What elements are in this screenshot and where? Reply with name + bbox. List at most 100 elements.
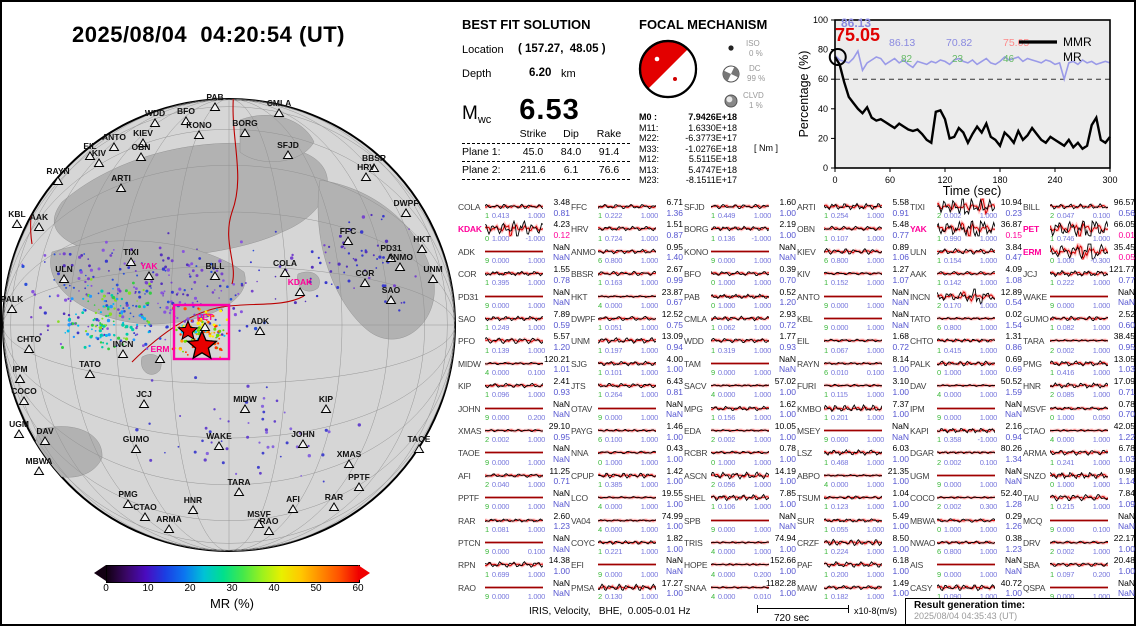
cell-parameters: 4 0.000 1.000 xyxy=(711,390,771,399)
colorbar-tick: 40 xyxy=(268,583,280,594)
misfit-value: 80.26 xyxy=(1000,443,1022,454)
misfit-value: NaN xyxy=(1117,510,1135,521)
station-code: COLA xyxy=(458,202,481,212)
cell-parameters: 1 0.142 1.000 xyxy=(937,278,997,287)
cell-parameters: 9 0.000 1.000 xyxy=(711,256,771,265)
mr-colorbar xyxy=(106,565,360,583)
station-triangle-icon xyxy=(18,396,30,405)
amplitude-ratio: 0.56 xyxy=(1118,207,1135,218)
amplitude-ratio: 1.00 xyxy=(553,565,570,576)
depth-value: 6.20 xyxy=(529,67,552,79)
station-label: COCO xyxy=(11,386,37,396)
waveform-plot xyxy=(937,474,995,477)
quality-flag: 6 xyxy=(598,255,602,265)
polarity-value: 1.000 xyxy=(1092,300,1111,310)
cell-parameters: 1 0.055 1.000 xyxy=(824,525,884,534)
map-station-BBSR: BBSR xyxy=(362,153,386,172)
map-station-ANTO: ANTO xyxy=(102,132,126,151)
waveform-plot xyxy=(937,407,995,409)
station-code: PMG xyxy=(1023,358,1042,369)
quality-flag: 1 xyxy=(711,502,715,512)
epicenter-star-small xyxy=(177,319,199,341)
x-axis-label: Time (sec) xyxy=(943,184,1002,198)
amplitude-ratio: 1.26 xyxy=(1005,521,1022,532)
quality-flag: 1 xyxy=(824,278,828,288)
station-code: AAK xyxy=(910,269,927,280)
cell-parameters: 1 0.081 1.000 xyxy=(485,525,545,534)
station-label: ARTI xyxy=(111,173,131,183)
station-triangle-icon xyxy=(180,116,192,125)
polarity-value: 1.000 xyxy=(527,255,546,265)
waveform-cell-SBA: SBA 1 0.097 0.200 20.48 1.00 xyxy=(1023,555,1136,579)
quality-flag: 2 xyxy=(1050,211,1054,221)
waveform-cell-FFC: FFC 1 0.222 1.000 6.71 1.36 xyxy=(571,197,684,220)
weight-value: 0.416 xyxy=(1056,367,1075,377)
waveform-cell-CRZF: CRZF 1 0.224 1.000 8.50 1.00 xyxy=(797,533,910,556)
waveform-plot xyxy=(485,203,543,210)
waveform-plot xyxy=(485,586,543,589)
waveform-cell-EDA: EDA 2 0.002 1.000 10.05 1.00 xyxy=(684,421,797,444)
station-code: DRV xyxy=(1023,538,1041,548)
behind-value: 86.13 xyxy=(841,16,871,30)
waveform-cell-PALK: PALK 0 1.000 1.000 0.69 0.69 xyxy=(910,354,1023,377)
station-code: MAW xyxy=(797,582,817,593)
cell-parameters: 1 0.724 1.000 xyxy=(598,234,658,243)
weight-value: 0.000 xyxy=(717,591,736,601)
amplitude-ratio: 0.60 xyxy=(1118,319,1135,330)
quality-flag: 1 xyxy=(711,233,715,243)
quality-flag: 1 xyxy=(824,211,828,221)
waveform-cell-KBL: KBL 9 0.000 1.000 NaN NaN xyxy=(797,309,910,332)
polarity-value: 0.050 xyxy=(1092,412,1111,422)
polarity-value: 1.000 xyxy=(527,479,546,489)
page-title: 2025/08/04 04:20:54 (UT) xyxy=(72,22,345,47)
polarity-value: 0.200 xyxy=(1092,569,1111,579)
polarity-value: 1.000 xyxy=(640,345,659,355)
misfit-value: 1.04 xyxy=(892,488,909,499)
map-station-TARA: TARA xyxy=(228,477,250,496)
station-label: CMLA xyxy=(267,98,292,108)
misfit-value: NaN xyxy=(552,533,570,543)
station-label: MIDW xyxy=(233,394,258,404)
waveform-cell-KIV: KIV 1 0.152 1.000 1.27 1.07 xyxy=(797,264,910,288)
polarity-value: 1.000 xyxy=(866,435,885,445)
station-code: FURI xyxy=(797,381,817,392)
waveform-plot xyxy=(824,495,882,501)
waveform-plot xyxy=(824,338,882,344)
waveform-cell-DRV: DRV 2 0.002 1.000 22.17 1.00 xyxy=(1023,533,1136,557)
map-station-YAK: YAK xyxy=(140,261,158,280)
station-code: EDA xyxy=(684,426,701,436)
waveform-cell-YAK: YAK 1 0.990 1.000 36.87 0.15 xyxy=(910,219,1023,242)
cell-parameters: 9 0.000 1.000 xyxy=(824,435,884,444)
station-code: KDAK xyxy=(458,224,482,235)
polarity-value: 1.000 xyxy=(979,367,998,377)
quality-flag: 2 xyxy=(1050,547,1054,557)
map-station-MSVF: MSVF xyxy=(247,509,271,528)
svg-text:20: 20 xyxy=(818,133,828,143)
map-station-CHTO: CHTO xyxy=(17,334,41,353)
misfit-value: 1.51 xyxy=(666,219,683,230)
waveform-cell-CASY: CASY 1 0.090 1.000 40.72 1.00 xyxy=(910,578,1023,601)
cell-parameters: 9 0.000 1.000 xyxy=(485,301,545,310)
station-code: KAPI xyxy=(910,426,929,436)
cell-parameters: 1 0.416 1.000 xyxy=(1050,368,1110,377)
amplitude-ratio: 1.00 xyxy=(779,229,796,240)
waveform-cell-JTS: JTS 1 0.264 1.000 6.43 0.81 xyxy=(571,376,684,399)
quality-flag: 6 xyxy=(937,547,941,557)
station-code: ADK xyxy=(458,246,475,257)
polarity-value: 1.000 xyxy=(866,569,885,579)
map-station-HRV: HRV xyxy=(357,162,375,181)
amplitude-ratio: 0.87 xyxy=(666,229,683,240)
weight-value: 0.130 xyxy=(604,591,623,601)
waveform-cell-CPUP: CPUP 1 0.385 1.000 1.42 1.00 xyxy=(571,466,684,489)
misfit-value: NaN xyxy=(552,398,570,409)
station-triangle-icon xyxy=(385,253,397,262)
weight-value: 0.000 xyxy=(717,569,736,579)
cell-parameters: 1 0.358 -1.000 xyxy=(937,435,997,444)
station-label: PALK xyxy=(2,294,24,304)
map-station-JOHN: JOHN xyxy=(291,429,315,448)
cell-parameters: 1 0.413 1.000 xyxy=(485,211,545,220)
station-code: COR xyxy=(458,269,477,280)
weight-value: 0.106 xyxy=(717,502,736,512)
waveform-plot xyxy=(1050,295,1108,297)
cell-parameters: 1 0.082 1.000 xyxy=(1050,323,1110,332)
